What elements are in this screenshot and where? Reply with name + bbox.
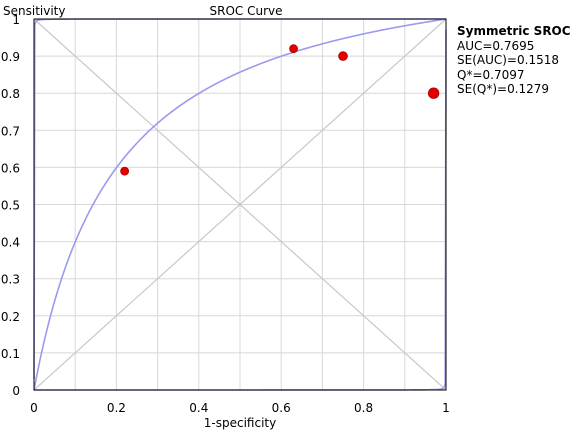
stat-se-q-star: SE(Q*)=0.1279 [457, 82, 550, 97]
x-tick-label: 0.6 [272, 401, 291, 415]
y-tick-labels: 0 0.1 0.2 0.3 0.4 0.5 0.6 0.7 0.8 0.9 1 [1, 13, 20, 398]
stat-auc: AUC=0.7695 [457, 38, 535, 53]
y-tick-label: 0.2 [1, 310, 20, 324]
anti-diagonal-line [33, 18, 447, 391]
y-tick-label: 0.9 [1, 50, 20, 64]
plot-frame [33, 18, 447, 391]
stat-q-star: Q*=0.7097 [457, 67, 525, 82]
symmetric-SROC-curve [33, 18, 447, 391]
y-tick-label: 0.3 [1, 273, 20, 287]
y-tick-label: 0.4 [1, 236, 20, 250]
y-tick-label: 0.5 [1, 199, 20, 213]
x-tick-labels: 0 0.2 0.4 0.6 0.8 1 [30, 401, 450, 415]
sroc-stats-panel: Symmetric SROC AUC=0.7695 SE(AUC)=0.1518… [457, 24, 571, 97]
x-tick-label: 0.2 [107, 401, 126, 415]
y-axis-label: Sensitivity [3, 4, 65, 18]
x-axis-label: 1-specificity [204, 416, 276, 430]
x-tick-label: 0 [30, 401, 38, 415]
study-point [120, 166, 130, 176]
y-tick-label: 0 [12, 384, 20, 398]
study-point [427, 87, 440, 99]
y-tick-label: 0.6 [1, 161, 20, 175]
y-tick-label: 1 [12, 13, 20, 27]
y-tick-label: 0.8 [1, 87, 20, 101]
study-points [120, 44, 440, 176]
x-tick-label: 1 [442, 401, 450, 415]
study-point [289, 44, 298, 54]
stats-heading: Symmetric SROC [457, 24, 571, 38]
chart-title: SROC Curve [210, 4, 283, 18]
reference-lines [33, 18, 447, 391]
y-tick-label: 0.1 [1, 347, 20, 361]
y-tick-label: 0.7 [1, 124, 20, 138]
x-tick-label: 0.8 [354, 401, 373, 415]
stat-se-auc: SE(AUC)=0.1518 [457, 53, 559, 68]
x-tick-label: 0.4 [189, 401, 208, 415]
study-point [338, 51, 348, 61]
